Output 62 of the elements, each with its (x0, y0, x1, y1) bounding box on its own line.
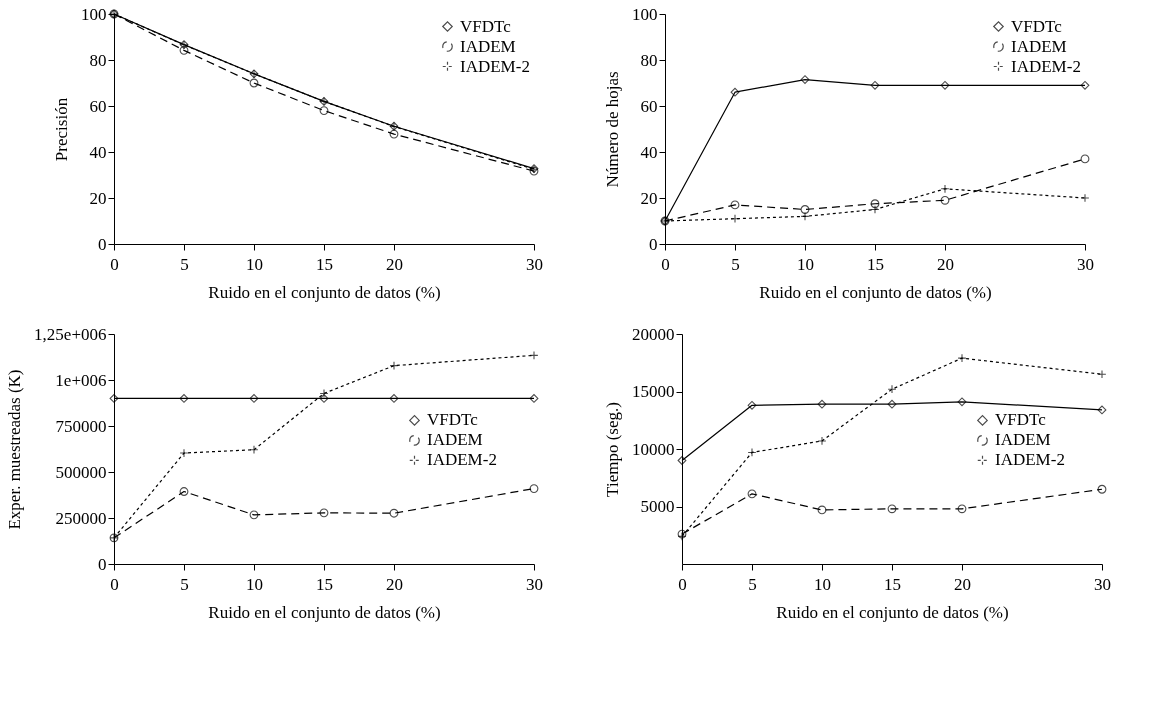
y-tick-label: 5000 (640, 497, 675, 516)
x-tick-label: 5 (180, 254, 189, 274)
y-tick-label: 20 (89, 188, 107, 208)
x-tick-label: 20 (954, 574, 971, 594)
x-tick-label: 10 (246, 254, 263, 274)
x-tick-label: 10 (797, 254, 814, 274)
y-tick-label: 40 (640, 142, 658, 162)
x-tick-label: 20 (386, 254, 403, 274)
legend-label: IADEM-2 (1011, 56, 1081, 76)
x-axis-title: Ruido en el conjunto de datos (%) (208, 282, 441, 302)
legend-label: IADEM-2 (427, 450, 497, 470)
y-tick-label: 100 (81, 4, 107, 24)
x-tick-label: 30 (526, 574, 543, 594)
y-tick-label: 100 (632, 4, 658, 24)
x-tick-label: 30 (1094, 574, 1111, 594)
y-tick-label: 0 (649, 234, 658, 254)
x-tick-label: 20 (937, 254, 954, 274)
y-tick-label: 0 (98, 234, 107, 254)
y-tick-label: 250000 (55, 508, 107, 528)
legend-label: IADEM-2 (460, 56, 530, 76)
y-tick-label: 20 (640, 188, 658, 208)
legend-label: VFDTc (460, 16, 512, 36)
y-axis-title: Número de hojas (603, 71, 622, 188)
x-tick-label: 30 (526, 254, 543, 274)
y-tick-label: 60 (640, 96, 658, 116)
y-tick-label: 20000 (632, 324, 675, 344)
y-tick-label: 0 (98, 554, 107, 574)
x-axis-title: Ruido en el conjunto de datos (%) (208, 602, 441, 622)
legend-label: IADEM (460, 36, 516, 56)
y-tick-label: 500000 (55, 462, 107, 482)
y-axis-title: Precisión (52, 97, 71, 162)
y-axis-title: Tiempo (seg.) (603, 402, 622, 497)
x-tick-label: 15 (316, 574, 333, 594)
y-tick-label: 10000 (632, 439, 675, 459)
x-tick-label: 5 (748, 574, 757, 594)
legend-label: VFDTc (1011, 16, 1063, 36)
x-tick-label: 5 (731, 254, 740, 274)
y-tick-label: 750000 (55, 416, 107, 436)
legend-label: IADEM-2 (995, 450, 1065, 470)
legend-label: VFDTc (995, 410, 1047, 430)
legend-label: IADEM (427, 430, 483, 450)
y-tick-label: 15000 (632, 382, 675, 401)
y-tick-label: 80 (89, 50, 107, 70)
x-tick-label: 20 (386, 574, 403, 594)
x-tick-label: 10 (246, 574, 263, 594)
y-tick-label: 80 (640, 50, 658, 70)
x-tick-label: 10 (814, 574, 831, 594)
x-tick-label: 15 (316, 254, 333, 274)
legend-label: IADEM (995, 430, 1051, 450)
x-tick-label: 5 (180, 574, 189, 594)
y-tick-label: 1e+006 (55, 370, 107, 390)
y-axis-title: Exper. muestreadas (K) (5, 369, 25, 530)
legend-label: VFDTc (427, 410, 479, 430)
y-tick-label: 60 (89, 96, 107, 116)
legend-label: IADEM (1011, 36, 1067, 56)
y-tick-label: 40 (89, 142, 107, 162)
x-tick-label: 30 (1077, 254, 1094, 274)
x-axis-title: Ruido en el conjunto de datos (%) (759, 282, 992, 302)
x-tick-label: 15 (867, 254, 884, 274)
x-axis-title: Ruido en el conjunto de datos (%) (776, 602, 1009, 622)
y-tick-label: 1,25e+006 (34, 324, 107, 344)
x-tick-label: 15 (884, 574, 901, 594)
